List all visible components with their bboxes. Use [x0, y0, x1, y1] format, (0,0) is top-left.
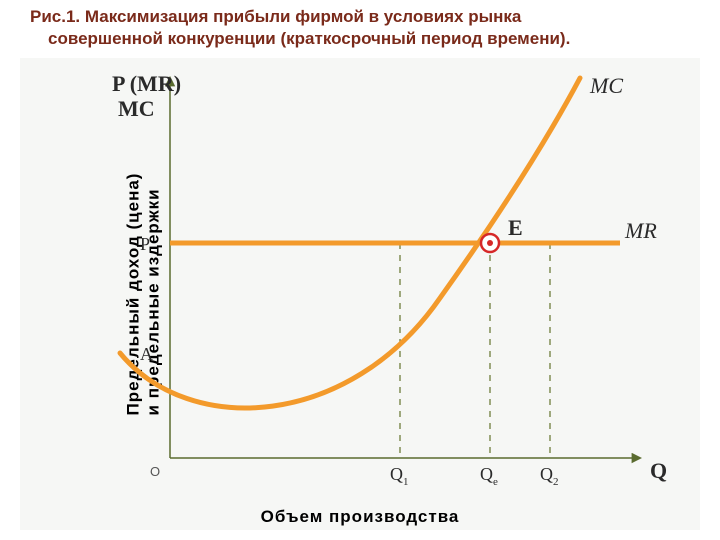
figure-title: Рис.1. Максимизация прибыли фирмой в усл…	[30, 6, 690, 50]
tick-Q2: Q2	[540, 464, 559, 488]
tick-P: P	[140, 234, 150, 254]
title-line-1: Рис.1. Максимизация прибыли фирмой в усл…	[30, 7, 521, 26]
chart-svg: P (MR) MC Q O P A Q1 Qe Q2 MC MR E	[20, 58, 700, 530]
equilibrium-marker	[481, 234, 499, 252]
y-axis-top-label-1: P (MR)	[112, 71, 181, 96]
tick-Q1: Q1	[390, 464, 409, 488]
y-axis-top-label-2: MC	[118, 96, 155, 121]
label-MR: MR	[624, 218, 657, 243]
tick-Qe: Qe	[480, 464, 498, 488]
origin-label: O	[150, 464, 160, 479]
label-E: E	[508, 215, 523, 240]
chart-area: Предельный доход (цена) и предельные изд…	[20, 58, 700, 530]
title-line-2: совершенной конкуренции (краткосрочный п…	[30, 29, 570, 48]
guide-lines	[400, 243, 550, 458]
tick-A: A	[140, 344, 153, 364]
label-MC: MC	[589, 73, 623, 98]
x-axis-right-label: Q	[650, 458, 667, 483]
